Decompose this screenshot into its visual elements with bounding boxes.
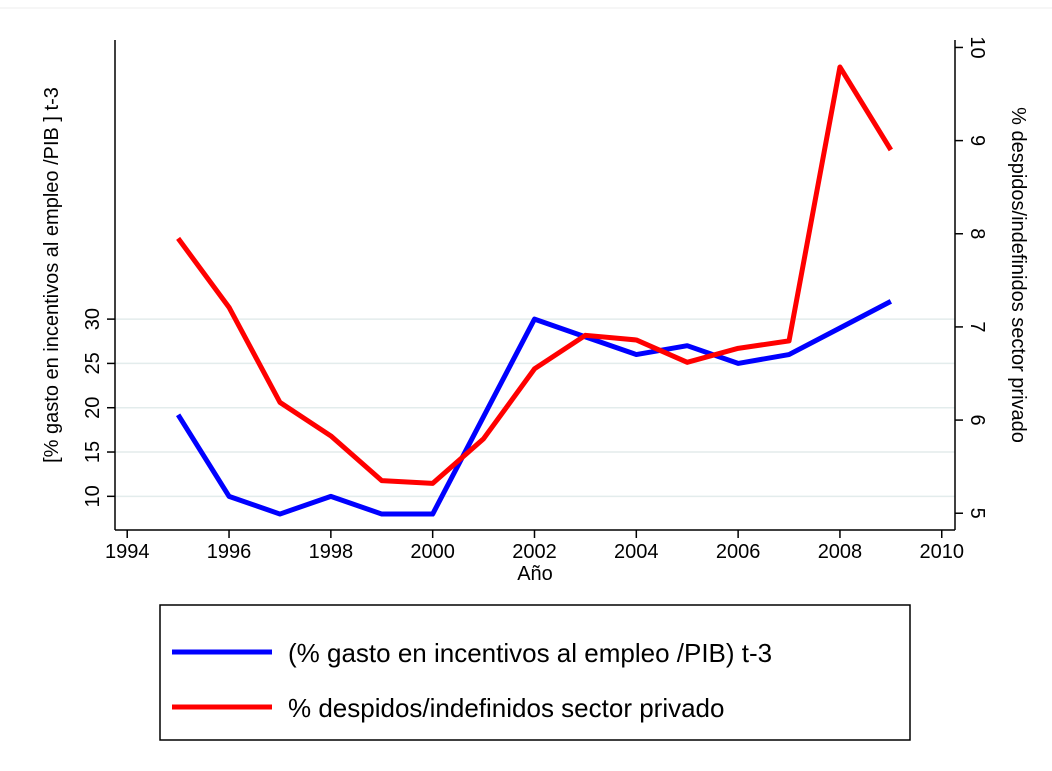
y-axis-title: [% gasto en incentivos al empleo /PIB ] … [41,87,63,463]
y-tick-label: 30 [82,308,104,330]
series-line [176,299,893,517]
legend-label: (% gasto en incentivos al empleo /PIB) t… [288,638,772,668]
y2-tick-label: 6 [966,415,988,426]
y-tick-label: 20 [82,397,104,419]
x-axis-title: Año [517,563,553,585]
x-tick-label: 1996 [207,541,252,563]
x-tick-label: 1994 [105,541,150,563]
y2-tick-label: 7 [966,321,988,332]
x-tick-label: 2010 [920,541,965,563]
x-tick-label: 2002 [512,541,557,563]
y2-axis-title: % despidos/indefinidos sector privado [1007,107,1029,443]
y-tick-label: 10 [82,485,104,507]
x-tick-label: 2008 [818,541,863,563]
legend-box [159,604,911,741]
series-line [176,64,893,486]
y2-tick-label: 5 [966,508,988,519]
legend-label: % despidos/indefinidos sector privado [288,693,724,723]
x-tick-label: 1998 [309,541,354,563]
x-tick-label: 2000 [410,541,455,563]
x-tick-label: 2006 [716,541,761,563]
y2-tick-label: 10 [966,36,988,58]
y-tick-label: 15 [82,441,104,463]
x-tick-label: 2004 [614,541,659,563]
y2-tick-label: 8 [966,228,988,239]
y2-tick-label: 9 [966,135,988,146]
y-tick-label: 25 [82,352,104,374]
